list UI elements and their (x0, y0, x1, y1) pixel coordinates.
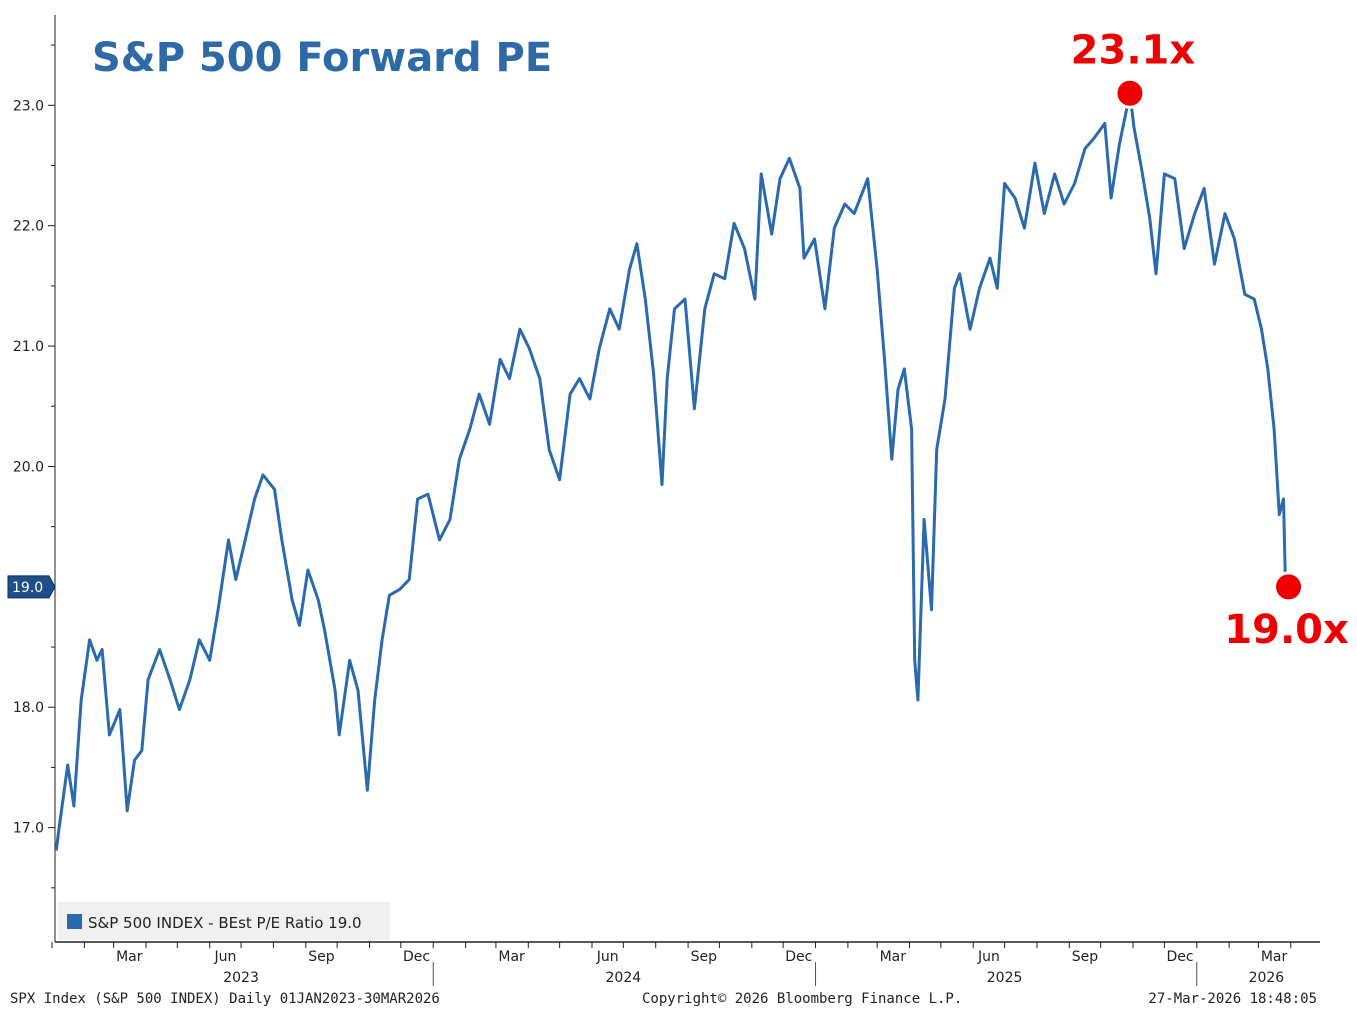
series-line (54, 91, 1287, 851)
annotation-label: 19.0x (1224, 607, 1349, 653)
x-tick-label: Jun (213, 949, 236, 965)
y-tick-label: 17.0 (13, 821, 44, 837)
footer-copyright: Copyright© 2026 Bloomberg Finance L.P. (642, 991, 962, 1007)
x-tick-label: Jun (977, 949, 1000, 965)
y-tick-label: 23.0 (13, 98, 44, 114)
x-tick-label: Mar (880, 949, 907, 965)
x-tick-label: Jun (596, 949, 619, 965)
x-tick-label: Dec (403, 949, 430, 965)
last-value-tag-text: 19.0 (12, 580, 43, 596)
x-tick-label: Sep (1072, 949, 1099, 965)
x-ticks: Mar Jun Sep Dec Mar Jun Sep Dec Mar Jun Sep Dec Mar 2… (51, 942, 1292, 986)
legend-box (58, 902, 390, 940)
footer-source: SPX Index (S&P 500 INDEX) Daily 01JAN202… (10, 991, 440, 1007)
y-ticks: 17.0 18.0 20.0 21.0 22.0 23.0 (13, 44, 55, 889)
annotation-label: 23.1x (1071, 27, 1196, 73)
legend: S&P 500 INDEX - BEst P/E Ratio 19.0 (58, 902, 390, 940)
x-year-label: 2023 (223, 970, 259, 986)
x-tick-label: Sep (308, 949, 335, 965)
x-tick-label: Mar (1261, 949, 1288, 965)
x-tick-label: Mar (498, 949, 525, 965)
y-tick-label: 18.0 (13, 700, 44, 716)
y-tick-label: 21.0 (13, 339, 44, 355)
last-value-tag: 19.0 (7, 575, 56, 599)
annotation-dot (1273, 571, 1305, 603)
x-year-label: 2024 (606, 970, 642, 986)
x-tick-label: Dec (1167, 949, 1194, 965)
legend-swatch (67, 914, 82, 929)
x-year-label: 2025 (987, 970, 1023, 986)
y-tick-label: 20.0 (13, 459, 44, 475)
chart-title: S&P 500 Forward PE (92, 35, 552, 81)
annotations: 23.1x 19.0x (1071, 27, 1349, 653)
axes (54, 15, 1320, 943)
y-tick-label: 22.0 (13, 219, 44, 235)
x-year-label: 2026 (1249, 970, 1285, 986)
x-tick-label: Dec (785, 949, 812, 965)
annotation-dot (1114, 77, 1146, 109)
x-tick-label: Mar (116, 949, 143, 965)
last-value-tag-shape (7, 575, 56, 599)
x-tick-label: Sep (691, 949, 718, 965)
footer-timestamp: 27-Mar-2026 18:48:05 (1148, 991, 1317, 1007)
legend-text: S&P 500 INDEX - BEst P/E Ratio 19.0 (88, 914, 362, 932)
